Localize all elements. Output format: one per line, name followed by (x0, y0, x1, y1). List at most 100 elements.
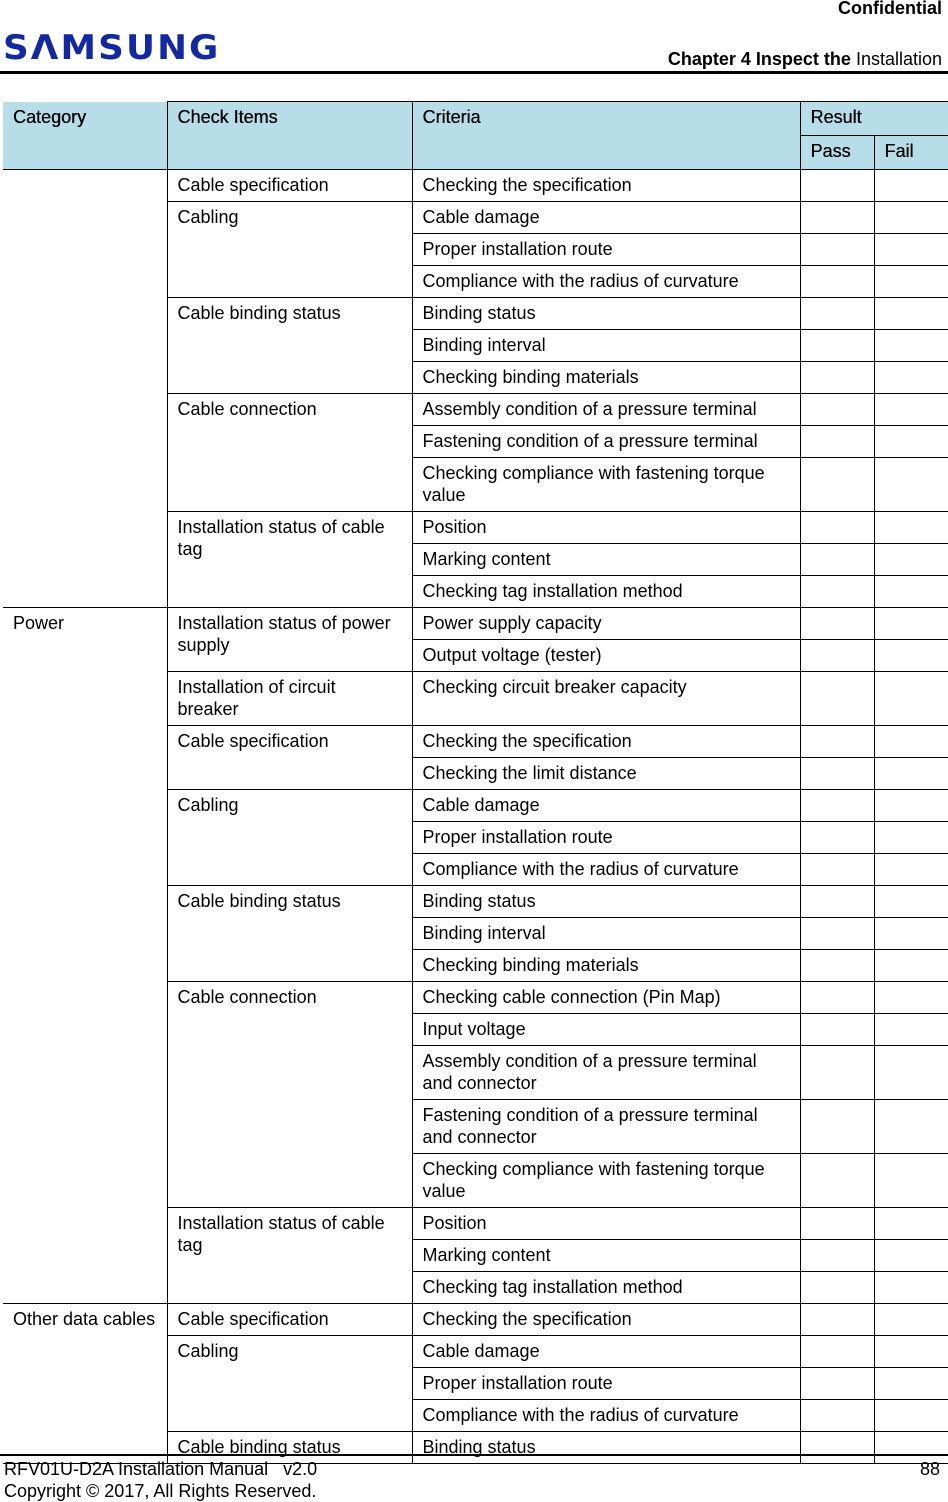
fail-cell[interactable] (873, 457, 948, 512)
fail-cell[interactable] (873, 393, 948, 426)
fail-cell[interactable] (873, 201, 948, 234)
fail-cell[interactable] (873, 789, 948, 822)
fail-cell[interactable] (873, 1013, 948, 1046)
pass-cell[interactable] (799, 393, 875, 426)
pass-cell[interactable] (799, 265, 875, 298)
pass-cell[interactable] (799, 1335, 875, 1368)
pass-cell[interactable] (799, 949, 875, 982)
fail-cell[interactable] (873, 757, 948, 790)
check-item-cell: Installation status of cable tag (167, 1207, 413, 1304)
fail-cell[interactable] (873, 821, 948, 854)
pass-cell[interactable] (799, 607, 875, 640)
criteria-cell: Fastening condition of a pressure termin… (412, 1099, 801, 1154)
pass-cell[interactable] (799, 575, 875, 608)
fail-cell[interactable] (873, 1367, 948, 1400)
pass-cell[interactable] (799, 917, 875, 950)
fail-cell[interactable] (873, 1431, 948, 1464)
fail-cell[interactable] (873, 1153, 948, 1208)
table-row: Compliance with the radius of curvature (3, 1399, 948, 1432)
pass-cell[interactable] (799, 639, 875, 672)
fail-cell[interactable] (873, 1303, 948, 1336)
fail-cell[interactable] (873, 639, 948, 672)
fail-cell[interactable] (873, 329, 948, 362)
criteria-cell: Checking compliance with fastening torqu… (412, 457, 801, 512)
fail-cell[interactable] (873, 297, 948, 330)
criteria-cell: Fastening condition of a pressure termin… (412, 425, 801, 458)
criteria-cell: Checking cable connection (Pin Map) (411, 981, 801, 1014)
fail-cell[interactable] (873, 511, 948, 544)
criteria-cell: Marking content (412, 1239, 801, 1272)
pass-cell[interactable] (799, 757, 875, 790)
pass-cell[interactable] (799, 511, 875, 544)
pass-cell[interactable] (799, 233, 875, 266)
pass-cell[interactable] (799, 1045, 875, 1100)
pass-cell[interactable] (799, 361, 875, 394)
pass-cell[interactable] (799, 725, 875, 758)
fail-cell[interactable] (873, 1335, 948, 1368)
fail-cell[interactable] (873, 575, 948, 608)
pass-cell[interactable] (799, 789, 875, 822)
pass-cell[interactable] (799, 297, 875, 330)
table-row: Checking compliance with fastening torqu… (3, 457, 948, 512)
fail-cell[interactable] (873, 949, 948, 982)
pass-cell[interactable] (799, 1367, 875, 1400)
table-row: Cabling Cable damage (3, 1335, 948, 1432)
pass-cell[interactable] (799, 1399, 875, 1432)
criteria-cell: Checking binding materials (412, 361, 801, 394)
pass-cell[interactable] (799, 169, 875, 202)
table-row: Proper installation route (3, 821, 948, 854)
footer-divider (0, 1454, 948, 1456)
fail-cell[interactable] (873, 1239, 948, 1272)
fail-cell[interactable] (873, 917, 948, 950)
pass-cell[interactable] (799, 1303, 875, 1336)
fail-cell[interactable] (873, 265, 948, 298)
criteria-cell: Checking the limit distance (412, 757, 801, 790)
header-check-items: Check Items (166, 101, 413, 170)
pass-cell[interactable] (799, 821, 875, 854)
pass-cell[interactable] (799, 1099, 875, 1154)
fail-cell[interactable] (873, 1271, 948, 1304)
fail-cell[interactable] (873, 981, 948, 1014)
pass-cell[interactable] (799, 543, 875, 576)
pass-cell[interactable] (799, 1153, 875, 1208)
pass-cell[interactable] (799, 981, 875, 1014)
fail-cell[interactable] (873, 1045, 948, 1100)
table-row: Binding interval (3, 917, 948, 950)
fail-cell[interactable] (873, 361, 948, 394)
fail-cell[interactable] (873, 1207, 948, 1240)
pass-cell[interactable] (799, 853, 875, 886)
check-item-cell: Installation of circuit breaker (167, 671, 413, 726)
pass-cell[interactable] (799, 329, 875, 362)
pass-cell[interactable] (799, 425, 875, 458)
table-body: Cable specification Checking the specific… (3, 169, 948, 1464)
fail-cell[interactable] (873, 233, 948, 266)
fail-cell[interactable] (873, 1099, 948, 1154)
criteria-cell: Binding interval (412, 329, 801, 362)
pass-cell[interactable] (799, 457, 875, 512)
table-row: Cable specification Checking the specific… (3, 725, 948, 790)
fail-cell[interactable] (873, 607, 948, 640)
pass-cell[interactable] (799, 1207, 875, 1240)
fail-cell[interactable] (873, 853, 948, 886)
pass-cell[interactable] (799, 885, 875, 918)
fail-cell[interactable] (873, 543, 948, 576)
pass-cell[interactable] (799, 1431, 875, 1464)
fail-cell[interactable] (873, 169, 948, 202)
pass-cell[interactable] (799, 1239, 875, 1272)
pass-cell[interactable] (799, 1271, 875, 1304)
pass-cell[interactable] (799, 671, 875, 726)
copyright: Copyright © 2017, All Rights Reserved. (4, 1481, 317, 1501)
fail-cell[interactable] (873, 425, 948, 458)
table-row: Checking compliance with fastening torqu… (3, 1153, 948, 1208)
fail-cell[interactable] (873, 1399, 948, 1432)
fail-cell[interactable] (873, 885, 948, 918)
chapter-title-rest: Installation (850, 49, 942, 69)
table-row: Cable connection Checking cable connectio… (3, 981, 948, 1208)
pass-cell[interactable] (799, 1013, 875, 1046)
fail-cell[interactable] (873, 725, 948, 758)
pass-cell[interactable] (799, 201, 875, 234)
criteria-cell: Binding interval (412, 917, 801, 950)
fail-cell[interactable] (873, 671, 948, 726)
table-row: Checking binding materials (3, 949, 948, 982)
criteria-cell: Cable damage (411, 201, 801, 234)
